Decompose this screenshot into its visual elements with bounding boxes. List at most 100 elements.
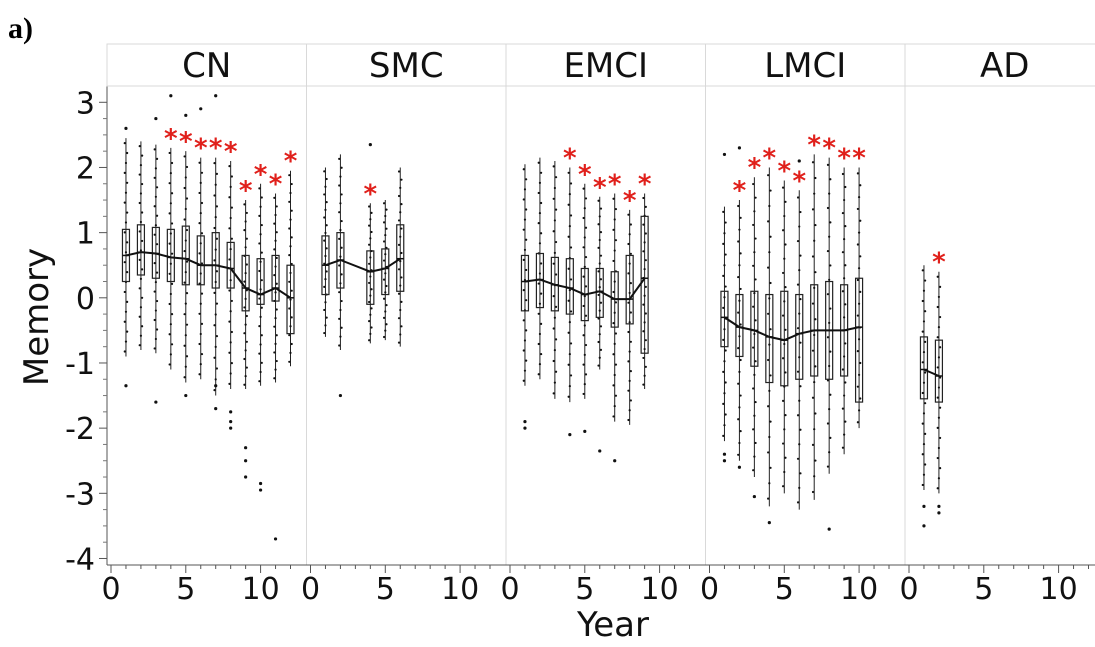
data-point	[537, 161, 540, 164]
data-point	[859, 184, 862, 187]
data-point	[384, 233, 387, 237]
data-point	[183, 249, 186, 253]
median-trend-line	[923, 368, 940, 377]
data-point	[323, 308, 326, 312]
data-point	[399, 235, 402, 238]
data-point	[769, 420, 772, 423]
data-point	[170, 312, 174, 316]
data-point	[339, 255, 342, 258]
data-point	[614, 239, 618, 242]
data-point	[936, 456, 939, 460]
data-point	[554, 240, 558, 244]
data-point	[628, 262, 631, 265]
data-point	[841, 368, 845, 371]
data-point	[273, 274, 276, 277]
data-point	[769, 281, 772, 285]
data-point	[139, 306, 143, 309]
data-point	[829, 264, 832, 267]
significance-marker: *	[364, 179, 378, 209]
data-point	[841, 446, 845, 449]
data-point	[598, 215, 601, 218]
data-point	[153, 176, 156, 179]
data-point	[288, 200, 291, 203]
data-point	[828, 192, 831, 195]
data-point	[642, 303, 645, 306]
significance-marker: *	[179, 127, 193, 157]
data-point	[857, 409, 861, 412]
data-point	[384, 310, 387, 313]
significance-marker: *	[209, 134, 223, 164]
data-point	[200, 232, 204, 235]
data-point	[754, 441, 757, 445]
outlier-point	[523, 420, 527, 424]
data-point	[139, 192, 143, 195]
data-point	[722, 434, 725, 437]
data-point	[569, 310, 573, 313]
data-point	[583, 207, 586, 210]
data-point	[184, 176, 187, 179]
data-point	[924, 402, 927, 405]
data-point	[644, 232, 647, 235]
data-point	[599, 231, 603, 234]
data-point	[813, 239, 816, 242]
data-point	[522, 228, 525, 231]
data-point	[124, 251, 128, 254]
data-point	[289, 325, 292, 328]
x-tick-label: 5	[575, 572, 594, 607]
significance-marker: *	[284, 147, 298, 177]
data-point	[936, 426, 939, 429]
data-point	[828, 321, 831, 325]
data-point	[399, 211, 402, 214]
data-point	[642, 356, 645, 360]
data-point	[844, 342, 847, 345]
data-point	[553, 316, 556, 319]
data-point	[569, 342, 573, 345]
data-point	[643, 347, 646, 351]
x-tick-label: 0	[500, 572, 519, 607]
box-iqr	[166, 228, 175, 283]
data-point	[643, 321, 646, 324]
data-point	[259, 205, 262, 208]
data-point	[924, 432, 927, 435]
data-point	[799, 210, 802, 214]
data-point	[642, 196, 645, 200]
data-point	[229, 185, 232, 188]
data-point	[583, 236, 586, 239]
data-point	[324, 254, 327, 258]
data-point	[614, 301, 618, 304]
data-point	[829, 307, 832, 310]
data-point	[737, 347, 740, 350]
data-point	[260, 279, 263, 282]
data-point	[370, 307, 373, 310]
panel-title: EMCI	[563, 46, 648, 86]
data-point	[939, 406, 942, 409]
outlier-point	[214, 406, 218, 411]
data-point	[523, 369, 527, 372]
data-point	[126, 300, 129, 303]
data-point	[781, 399, 785, 402]
data-point	[139, 334, 143, 337]
data-point	[614, 363, 618, 366]
data-point	[829, 350, 832, 353]
data-point	[139, 163, 143, 167]
data-point	[738, 299, 741, 302]
data-point	[628, 409, 631, 412]
data-point	[568, 320, 571, 324]
data-point	[338, 184, 341, 187]
data-point	[844, 381, 847, 384]
data-point	[370, 230, 373, 234]
data-point	[828, 451, 831, 454]
data-point	[857, 373, 861, 376]
box-iqr	[854, 277, 864, 403]
data-point	[841, 290, 845, 293]
data-point	[215, 302, 219, 305]
data-point	[169, 292, 172, 296]
data-point	[753, 291, 756, 295]
data-point	[921, 453, 924, 456]
data-point	[198, 252, 201, 255]
data-point	[767, 174, 770, 177]
data-point	[168, 363, 171, 366]
data-point	[183, 155, 186, 158]
data-point	[123, 320, 126, 323]
data-point	[323, 285, 326, 288]
